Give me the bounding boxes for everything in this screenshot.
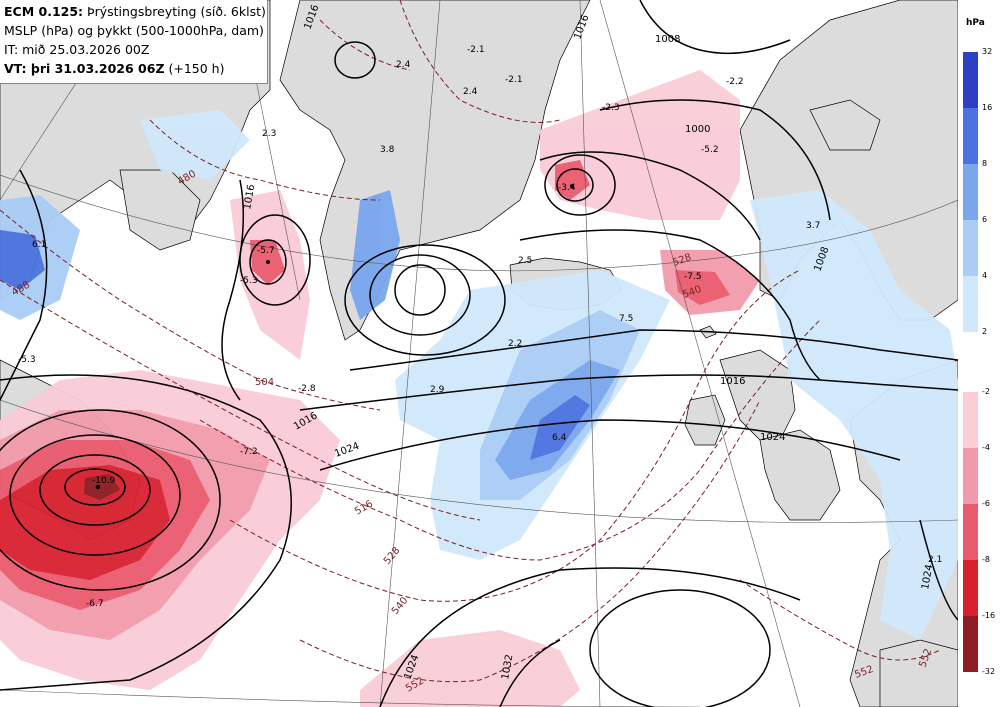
- legend-tick: -8: [982, 555, 990, 564]
- legend-swatch-neg-3: [963, 560, 978, 616]
- tendency-label: 2.5: [518, 256, 532, 266]
- legend-swatch-pos-3: [963, 220, 978, 276]
- tendency-label: -10.9: [92, 476, 116, 486]
- england: [759, 429, 841, 521]
- pos-baffin: [140, 110, 250, 180]
- tendency-label: 3.7: [806, 221, 820, 231]
- tendency-label: -2.8: [298, 384, 316, 394]
- legend-tick: -2: [982, 387, 990, 396]
- isobar-label: 1008: [655, 34, 680, 45]
- legend-swatch-neg-2: [963, 504, 978, 560]
- tendency-label: 2.4: [396, 60, 411, 70]
- tendency-label: 3.8: [380, 145, 395, 155]
- tendency-label: 2.9: [430, 385, 445, 395]
- legend-swatch-neg-0: [963, 392, 978, 448]
- tendency-label: 2.2: [508, 339, 522, 349]
- color-legend: hPa 32 16 8 6 4 2 -2 -4 -6 -8 -16 -32: [958, 0, 1000, 707]
- legend-swatch-pos-2: [963, 164, 978, 220]
- legend-swatch-pos-1: [963, 108, 978, 164]
- low-center-markers: [95, 184, 574, 490]
- tendency-label: -2.2: [726, 77, 744, 87]
- header-line-4: VT: þri 31.03.2026 06Z (+150 h): [4, 59, 267, 78]
- tendency-label: -5.3: [240, 276, 258, 286]
- legend-swatch-pos-0: [963, 52, 978, 108]
- valid-time: VT: þri 31.03.2026 06Z: [4, 61, 165, 76]
- pos-band-max: [530, 395, 590, 460]
- isobar-label: 1016: [720, 376, 745, 387]
- tendency-label: -3.4: [558, 183, 576, 193]
- pos-canada-core: [0, 230, 45, 290]
- weather-map: 1016 1008 1000 1016 1016 1024 1032 1024 …: [0, 0, 958, 707]
- map-header: ECM 0.125: Þrýstingsbreyting (síð. 6klst…: [0, 0, 268, 84]
- iberia: [879, 639, 958, 707]
- legend-tick: 16: [982, 103, 993, 112]
- legend-tick: -4: [982, 443, 990, 452]
- neg-norwegian-core: [675, 270, 730, 305]
- legend-tick: 6: [982, 215, 988, 224]
- thickness-label: 504: [255, 377, 274, 388]
- tendency-label: -2.1: [467, 45, 485, 55]
- tendency-label: -5.7: [257, 246, 275, 256]
- tendency-fill: [0, 70, 958, 707]
- tendency-label: 2.3: [262, 129, 276, 139]
- legend-tick: 4: [982, 271, 988, 280]
- model-name: ECM 0.125:: [4, 4, 84, 19]
- legend-tick: -6: [982, 499, 990, 508]
- pos-norway-sea: [750, 190, 958, 640]
- isobar-label: 1000: [685, 124, 710, 135]
- tendency-label: 2.1: [928, 555, 942, 565]
- legend-swatch-neg-1: [963, 448, 978, 504]
- pos-greenland-east: [350, 190, 400, 320]
- thickness-contours: [0, 0, 941, 683]
- legend-tick: -32: [982, 667, 996, 676]
- legend-tick: -16: [982, 611, 996, 620]
- tendency-label: -2.3: [602, 103, 620, 113]
- tendency-label: -5.2: [701, 145, 719, 155]
- neg-south: [360, 630, 580, 707]
- legend-tick: 32: [982, 47, 993, 56]
- tendency-label: 6.4: [552, 433, 567, 443]
- header-line-1: ECM 0.125: Þrýstingsbreyting (síð. 6klst…: [4, 2, 267, 21]
- isobar-label: 1016: [242, 184, 257, 211]
- neg-greenland-sea: [540, 70, 740, 220]
- isobar-label: 1032: [500, 654, 515, 681]
- tendency-label: -6.7: [86, 599, 104, 609]
- tendency-label: -7.2: [240, 447, 258, 457]
- tendency-label: 2.4: [463, 87, 478, 97]
- isobar-label: 1024: [760, 432, 785, 443]
- tendency-label: 6.1: [32, 240, 46, 250]
- legend-swatch-pos-4: [963, 276, 978, 332]
- tendency-label: -2.1: [505, 75, 523, 85]
- legend-tick: 8: [982, 159, 988, 168]
- legend-unit: hPa: [966, 18, 985, 28]
- parameter-name: Þrýstingsbreyting (síð. 6klst): [83, 4, 266, 19]
- svalbard: [809, 99, 881, 151]
- tendency-label: -5.3: [18, 355, 36, 365]
- tendency-labels: 2.4 2.4 -2.1 -2.1 3.8 -2.2 -2.3 -5.2 -3.…: [18, 45, 942, 609]
- isobars: [0, 0, 958, 707]
- isobar-label: 1024: [920, 564, 935, 591]
- tendency-label: 7.5: [619, 314, 633, 324]
- lead-time: (+150 h): [164, 61, 225, 76]
- header-line-2: MSLP (hPa) og þykkt (500-1000hPa, dam): [4, 23, 264, 38]
- header-line-3: IT: mið 25.03.2026 00Z: [4, 42, 150, 57]
- tendency-label: -7.5: [684, 272, 702, 282]
- legend-swatch-neg-4: [963, 616, 978, 672]
- legend-tick: 2: [982, 327, 988, 336]
- neg-big-low-center: [84, 474, 120, 500]
